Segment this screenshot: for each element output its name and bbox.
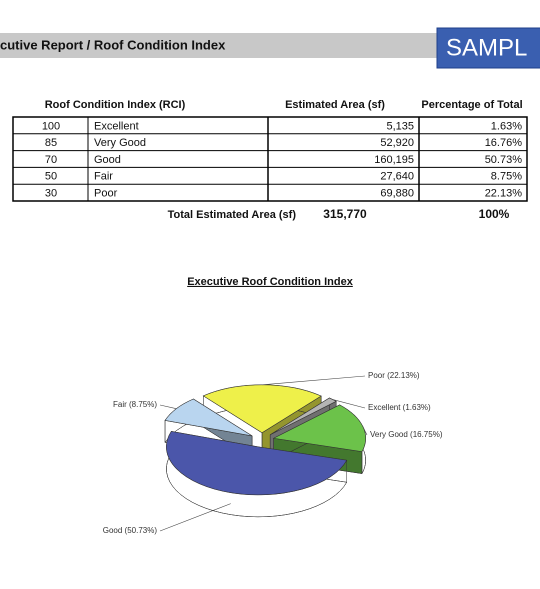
column-header: Estimated Area (sf): [285, 99, 385, 111]
column-header: Roof Condition Index (RCI): [45, 99, 186, 111]
sample-badge: [436, 27, 540, 69]
table-cell: Excellent: [94, 120, 139, 132]
table-cell: 16.76%: [485, 137, 523, 149]
table-border: [12, 116, 528, 202]
table-cell: Very Good: [94, 137, 146, 149]
pie-slice: [270, 397, 337, 435]
table-cell: 160,195: [374, 154, 414, 166]
callout-line: [262, 375, 366, 386]
pie-slice: [272, 404, 366, 452]
table-cell: 50: [45, 171, 57, 183]
callout-line: [332, 399, 366, 409]
table-cell: 69,880: [380, 188, 414, 200]
table-cell: 5,135: [386, 120, 414, 132]
table: [12, 116, 528, 202]
pie: [164, 384, 366, 518]
callout-line: [159, 404, 177, 409]
slice-label: Excellent (1.63%): [368, 403, 431, 412]
badge-text: SAMPL: [446, 34, 527, 61]
table-cell: Poor: [94, 188, 118, 200]
table-cell: 22.13%: [485, 188, 523, 200]
slice-label: Good (50.73%): [103, 526, 158, 535]
slice-label: Fair (8.75%): [113, 400, 157, 409]
table-cell: Good: [94, 154, 121, 166]
table-cell: 27,640: [380, 171, 414, 183]
table-cell: 8.75%: [491, 171, 522, 183]
column-header: Percentage of Total: [421, 99, 522, 111]
slice-label: Very Good (16.75%): [370, 430, 443, 439]
header-title: cutive Report / Roof Condition Index: [0, 37, 226, 52]
pie-slice: [202, 384, 322, 434]
chart-title: Executive Roof Condition Index: [187, 276, 354, 288]
table-cell: 100: [42, 120, 60, 132]
total-label: Total Estimated Area (sf): [168, 209, 297, 221]
table-cell: 85: [45, 137, 57, 149]
table-cell: Fair: [94, 171, 113, 183]
pie-slice: [166, 431, 348, 496]
callout-line: [362, 426, 368, 436]
table-cell: 50.73%: [485, 154, 523, 166]
pie-slice: [164, 398, 253, 437]
table-cell: 1.63%: [491, 120, 522, 132]
total-area: 315,770: [323, 207, 367, 221]
table-cell: 52,920: [380, 137, 414, 149]
total-percent: 100%: [479, 207, 510, 221]
table-cell: 70: [45, 154, 57, 166]
table-cell: 30: [45, 188, 57, 200]
callout-line: [159, 503, 231, 532]
slice-label: Poor (22.13%): [368, 371, 420, 380]
